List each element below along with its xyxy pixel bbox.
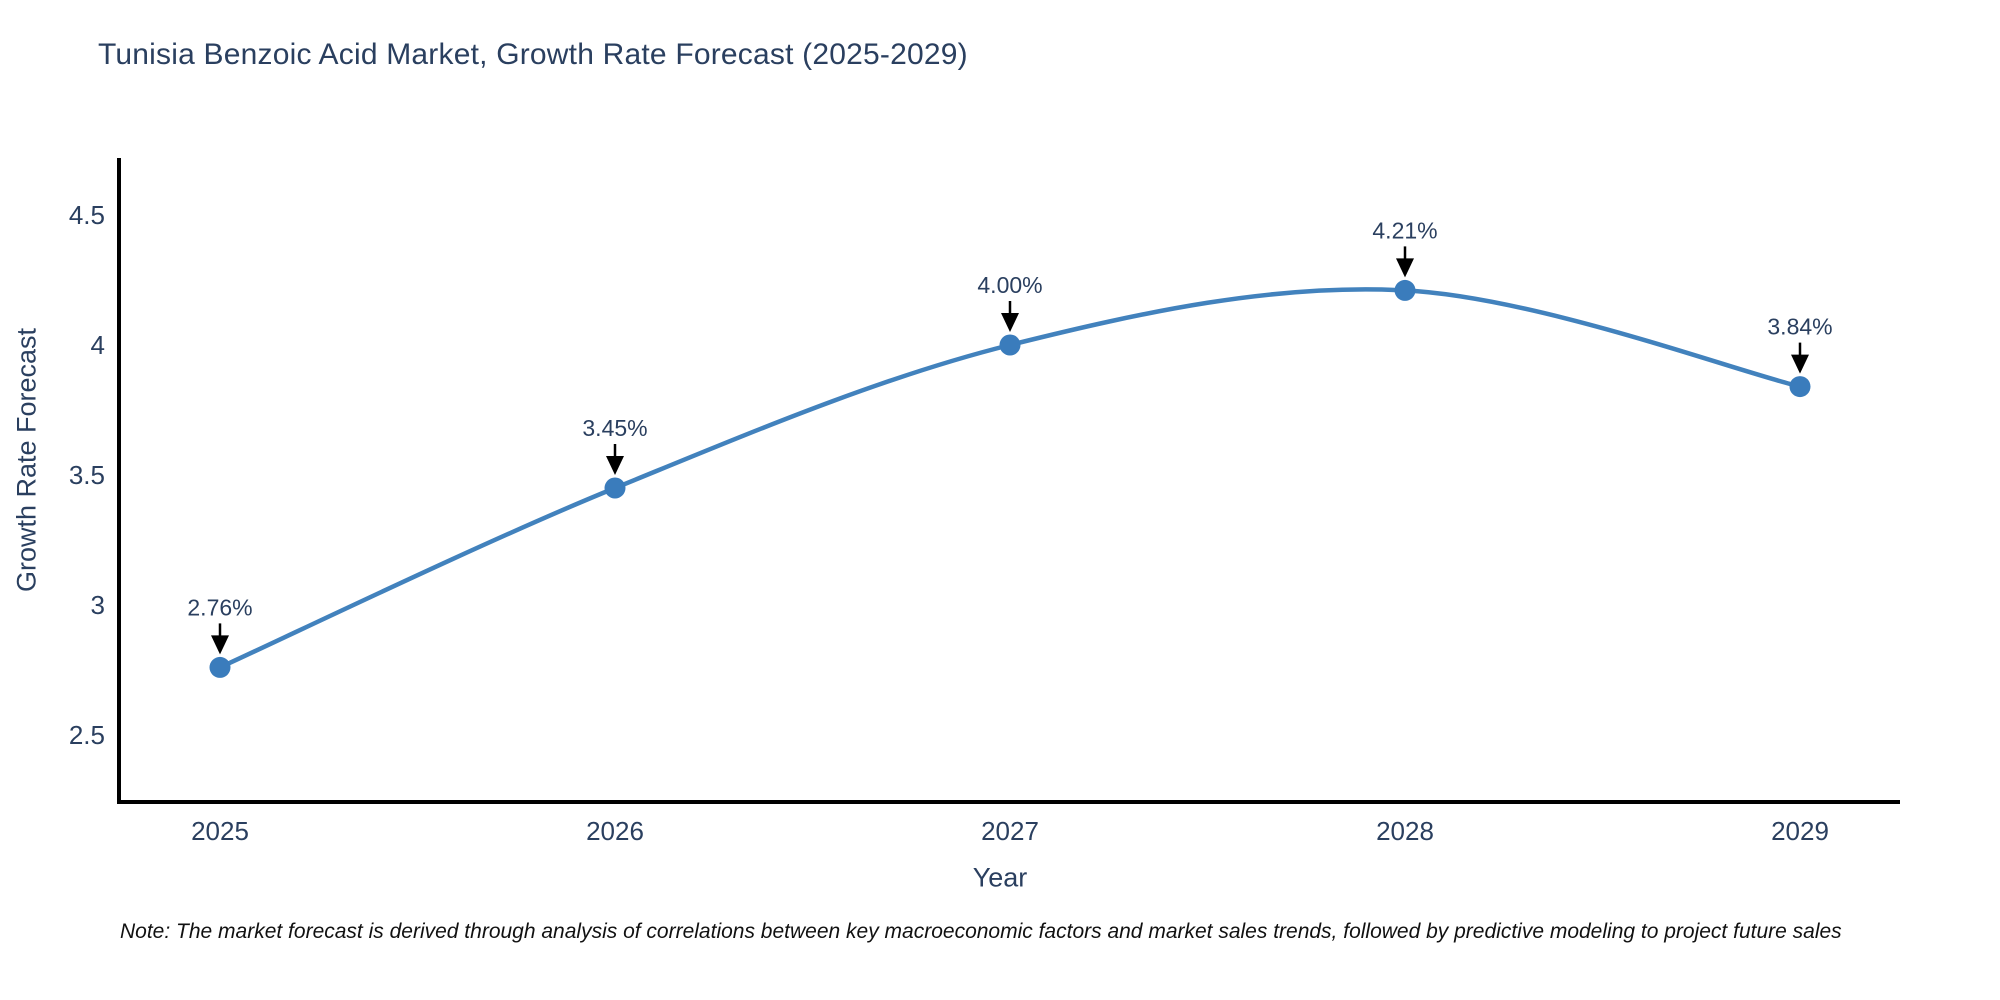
data-point-marker[interactable] <box>604 477 626 499</box>
data-point-marker[interactable] <box>1394 279 1416 301</box>
annotation-label: 4.00% <box>977 272 1042 298</box>
y-axis-title: Growth Rate Forecast <box>11 327 42 593</box>
annotation-label: 3.84% <box>1767 314 1832 340</box>
annotation-arrow-head <box>1396 258 1414 278</box>
annotation-arrow-head <box>1791 354 1809 374</box>
data-point-marker[interactable] <box>1789 376 1811 398</box>
x-tick-label: 2025 <box>191 816 249 846</box>
annotation-label: 3.45% <box>582 415 647 441</box>
y-tick-label: 3 <box>91 590 105 620</box>
x-tick-label: 2028 <box>1376 816 1434 846</box>
y-tick-label: 4.5 <box>69 200 105 230</box>
x-tick-label: 2026 <box>586 816 644 846</box>
data-point-marker[interactable] <box>999 334 1021 356</box>
y-tick-label: 4 <box>91 330 105 360</box>
data-point-marker[interactable] <box>209 656 231 678</box>
annotation-label: 2.76% <box>187 594 252 620</box>
annotation-label: 4.21% <box>1372 217 1437 243</box>
x-tick-label: 2027 <box>981 816 1039 846</box>
y-tick-label: 3.5 <box>69 460 105 490</box>
footnote: Note: The market forecast is derived thr… <box>120 920 1842 943</box>
x-axis-title: Year <box>972 862 1028 893</box>
annotation-arrow-head <box>606 456 624 475</box>
x-tick-label: 2029 <box>1771 816 1829 846</box>
chart-title: Tunisia Benzoic Acid Market, Growth Rate… <box>98 38 968 71</box>
annotation-arrow-head <box>211 635 229 655</box>
annotation-arrow-head <box>1001 313 1019 332</box>
y-tick-label: 2.5 <box>69 720 105 750</box>
